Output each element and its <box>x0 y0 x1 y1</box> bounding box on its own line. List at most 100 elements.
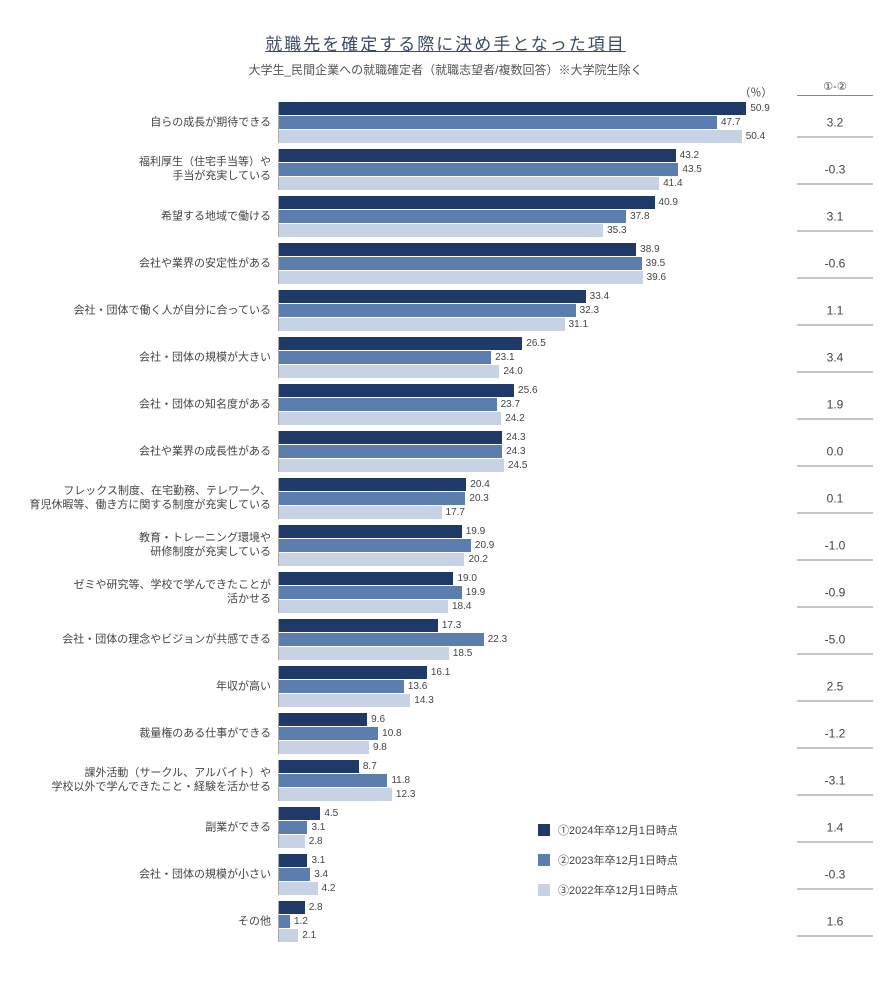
bar-line: 2.1 <box>279 929 783 942</box>
bar-value: 19.9 <box>466 527 485 537</box>
bar-line: 35.3 <box>279 224 783 237</box>
bar-value: 11.8 <box>391 776 410 786</box>
bar <box>279 539 471 552</box>
bar <box>279 882 318 895</box>
bar-value: 40.9 <box>659 198 678 208</box>
bar-line: 32.3 <box>279 304 783 317</box>
bar <box>279 774 387 787</box>
bar <box>279 243 636 256</box>
bar-value: 9.6 <box>371 715 385 725</box>
bar <box>279 290 586 303</box>
bar-group: 17.322.318.5 <box>278 619 783 660</box>
bar <box>279 478 466 491</box>
bar-value: 35.3 <box>607 226 626 236</box>
bar <box>279 196 655 209</box>
bar-value: 2.8 <box>309 837 323 847</box>
bar <box>279 149 676 162</box>
bar-group: 16.113.614.3 <box>278 666 783 707</box>
diff-value: 1.6 <box>797 907 873 936</box>
diff-value: 0.0 <box>797 437 873 466</box>
bar-value: 3.4 <box>314 870 328 880</box>
bar-line: 24.5 <box>279 459 783 472</box>
legend-item: ③2022年卒12月1日時点 <box>538 882 678 898</box>
bar-line: 13.6 <box>279 680 783 693</box>
diff-value: 3.1 <box>797 202 873 231</box>
bar-group: 19.019.918.4 <box>278 572 783 613</box>
bar-value: 24.2 <box>505 414 524 424</box>
bar <box>279 868 310 881</box>
bar-line: 9.8 <box>279 741 783 754</box>
bar <box>279 680 404 693</box>
bar-line: 3.1 <box>279 821 783 834</box>
bar <box>279 431 502 444</box>
bar-line: 11.8 <box>279 774 783 787</box>
bar <box>279 116 717 129</box>
bar-group: 38.939.539.6 <box>278 243 783 284</box>
bar-value: 26.5 <box>526 339 545 349</box>
bar-line: 43.5 <box>279 163 783 176</box>
category-label: 年収が高い <box>23 679 271 694</box>
bar-value: 41.4 <box>663 179 682 189</box>
bar-line: 20.2 <box>279 553 783 566</box>
bar-line: 39.6 <box>279 271 783 284</box>
diff-value: -1.0 <box>797 531 873 560</box>
bar-value: 13.6 <box>408 682 427 692</box>
legend-swatch <box>538 824 550 836</box>
bar-line: 19.0 <box>279 572 783 585</box>
table-row: 裁量権のある仕事ができる9.610.89.8-1.2 <box>278 713 873 754</box>
bar-value: 32.3 <box>580 306 599 316</box>
bar-line: 40.9 <box>279 196 783 209</box>
bar <box>279 553 464 566</box>
bar-value: 20.3 <box>469 494 488 504</box>
bar <box>279 130 742 143</box>
legend-swatch <box>538 854 550 866</box>
bar-value: 24.3 <box>506 433 525 443</box>
bar-line: 24.3 <box>279 445 783 458</box>
bar <box>279 351 491 364</box>
legend-item: ②2023年卒12月1日時点 <box>538 852 678 868</box>
bar-value: 20.9 <box>475 541 494 551</box>
bar-line: 20.4 <box>279 478 783 491</box>
category-label: 会社・団体の規模が大きい <box>23 350 271 365</box>
bar-line: 25.6 <box>279 384 783 397</box>
bar-line: 43.2 <box>279 149 783 162</box>
bar <box>279 835 305 848</box>
bar <box>279 177 659 190</box>
bar <box>279 492 465 505</box>
bar-value: 31.1 <box>569 320 588 330</box>
bar <box>279 365 499 378</box>
bar-line: 38.9 <box>279 243 783 256</box>
diff-value: 1.1 <box>797 296 873 325</box>
bar <box>279 713 367 726</box>
chart-subtitle: 大学生_民間企業への就職確定者（就職志望者/複数回答）※大学院生除く <box>20 61 871 78</box>
bar-line: 10.8 <box>279 727 783 740</box>
bar <box>279 586 462 599</box>
category-label: 自らの成長が期待できる <box>23 115 271 130</box>
category-label: 教育・トレーニング環境や 研修制度が充実している <box>23 531 271 561</box>
bar-group: 25.623.724.2 <box>278 384 783 425</box>
bar <box>279 854 307 867</box>
bar-line: 18.4 <box>279 600 783 613</box>
table-row: 会社・団体で働く人が自分に合っている33.432.331.11.1 <box>278 290 873 331</box>
bar-line: 9.6 <box>279 713 783 726</box>
bar-group: 3.13.44.2 <box>278 854 783 895</box>
bar-line: 50.4 <box>279 130 783 143</box>
diff-value: -1.2 <box>797 719 873 748</box>
bar-value: 17.7 <box>446 508 465 518</box>
bar-value: 23.1 <box>495 353 514 363</box>
bar-value: 10.8 <box>382 729 401 739</box>
bar <box>279 760 359 773</box>
bar-line: 4.5 <box>279 807 783 820</box>
diff-value: 2.5 <box>797 672 873 701</box>
bar-value: 18.4 <box>452 602 471 612</box>
table-row: ゼミや研究等、学校で学んできたことが 活かせる19.019.918.4-0.9 <box>278 572 873 613</box>
bar-group: 9.6 10.8 9.8 <box>278 713 783 754</box>
bar-line: 17.3 <box>279 619 783 632</box>
category-label: 裁量権のある仕事ができる <box>23 726 271 741</box>
diff-value: -3.1 <box>797 766 873 795</box>
bar-line: 3.4 <box>279 868 783 881</box>
diff-value: -0.3 <box>797 860 873 889</box>
bar-value: 25.6 <box>518 386 537 396</box>
category-label: その他 <box>23 914 271 929</box>
bar-value: 2.8 <box>309 903 323 913</box>
